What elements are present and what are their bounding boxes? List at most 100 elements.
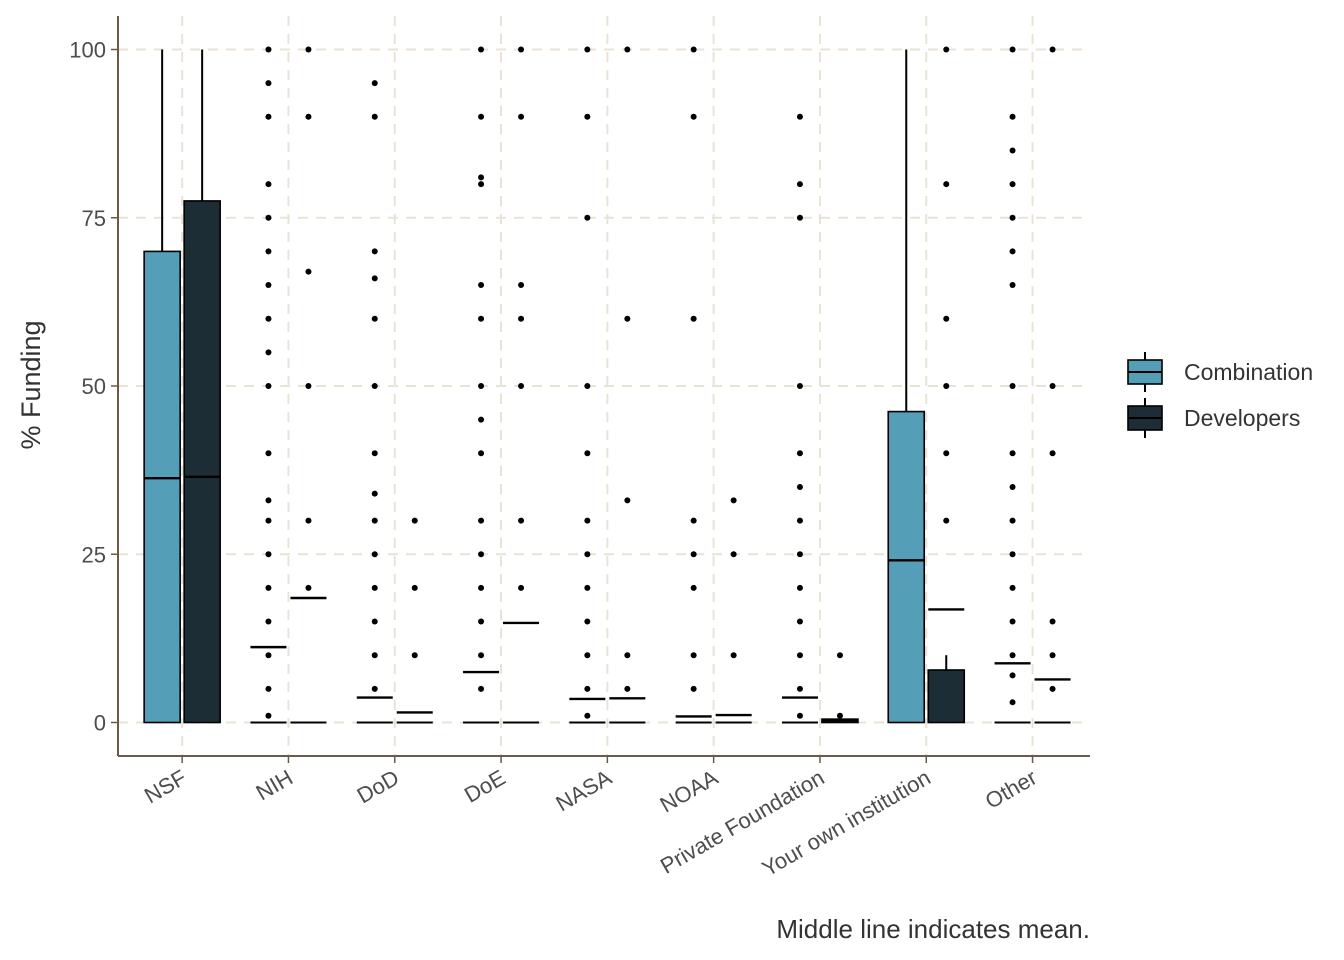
outlier-point xyxy=(796,685,803,692)
boxplot-1-8 xyxy=(1034,46,1071,724)
outlier-point xyxy=(371,517,378,524)
outlier-point xyxy=(1009,584,1016,591)
outlier-point xyxy=(265,214,272,221)
outlier-point xyxy=(1009,483,1016,490)
outlier-point xyxy=(943,517,950,524)
outlier-point xyxy=(478,46,485,53)
y-tick-label: 75 xyxy=(82,206,106,231)
x-tick-label: NOAA xyxy=(656,765,723,818)
outlier-point xyxy=(1009,147,1016,154)
outlier-point xyxy=(305,113,312,120)
outlier-point xyxy=(943,383,950,389)
outlier-point xyxy=(1009,699,1016,706)
outlier-point xyxy=(305,46,312,53)
outlier-point xyxy=(1049,618,1056,625)
outlier-point xyxy=(796,450,803,457)
legend-label: Combination xyxy=(1184,359,1313,385)
outlier-point xyxy=(943,181,950,188)
outlier-point xyxy=(265,652,272,659)
boxplot-0-3 xyxy=(463,46,500,724)
outlier-point xyxy=(1009,181,1016,188)
outlier-point xyxy=(796,652,803,659)
outlier-point xyxy=(796,618,803,625)
outlier-point xyxy=(478,551,485,558)
outlier-point xyxy=(730,551,737,558)
boxplot-1-3 xyxy=(503,46,540,724)
x-tick-label: NSF xyxy=(140,765,191,809)
outlier-point xyxy=(371,383,378,389)
outlier-point xyxy=(265,551,272,558)
outlier-point xyxy=(478,383,485,389)
x-tick-label: NASA xyxy=(551,765,616,817)
box-layer xyxy=(143,46,1071,724)
boxplot-1-6 xyxy=(821,652,859,724)
legend: Combination Developers xyxy=(1127,352,1313,438)
boxplot-1-1 xyxy=(290,46,327,724)
outlier-point xyxy=(265,450,272,457)
x-tick-label: DoD xyxy=(353,765,404,809)
outlier-point xyxy=(1009,517,1016,524)
outlier-point xyxy=(690,517,697,524)
outlier-point xyxy=(371,113,378,120)
box xyxy=(887,410,926,724)
outlier-point xyxy=(584,685,591,692)
outlier-point xyxy=(1009,113,1016,120)
outlier-point xyxy=(1009,652,1016,659)
chart-caption: Middle line indicates mean. xyxy=(776,914,1090,944)
outlier-point xyxy=(796,517,803,524)
outlier-point xyxy=(478,618,485,625)
legend-label: Developers xyxy=(1184,405,1300,431)
outlier-point xyxy=(265,618,272,625)
outlier-point xyxy=(265,383,272,389)
outlier-point xyxy=(371,275,378,282)
boxplot-0-0 xyxy=(143,49,181,724)
outlier-point xyxy=(796,181,803,188)
outlier-point xyxy=(1049,450,1056,457)
outlier-point xyxy=(478,652,485,659)
boxplot-0-7 xyxy=(887,49,926,724)
box xyxy=(927,669,966,724)
outlier-point xyxy=(943,46,950,53)
outlier-point xyxy=(411,652,418,659)
outlier-point xyxy=(796,712,803,719)
box xyxy=(143,250,181,724)
outlier-point xyxy=(624,497,631,504)
outlier-point xyxy=(411,517,418,524)
outlier-point xyxy=(624,652,631,659)
outlier-point xyxy=(584,214,591,221)
outlier-point xyxy=(265,113,272,120)
y-tick-label: 25 xyxy=(82,542,106,567)
outlier-point xyxy=(265,282,272,289)
outlier-point xyxy=(265,46,272,53)
outlier-point xyxy=(371,685,378,692)
outlier-point xyxy=(584,551,591,558)
x-tick-label: NIH xyxy=(252,765,297,806)
outlier-point xyxy=(690,584,697,591)
y-axis-title: % Funding xyxy=(16,320,46,449)
outlier-point xyxy=(796,584,803,591)
boxplot-0-2 xyxy=(356,80,393,724)
outlier-point xyxy=(371,315,378,322)
boxplot-1-2 xyxy=(396,517,433,724)
outlier-point xyxy=(1009,450,1016,457)
x-tick-label: Other xyxy=(981,765,1041,814)
outlier-point xyxy=(265,685,272,692)
outlier-point xyxy=(305,268,312,275)
outlier-point xyxy=(624,685,631,692)
boxplot-0-4 xyxy=(569,46,606,724)
outlier-point xyxy=(518,584,525,591)
outlier-point xyxy=(730,652,737,659)
outlier-point xyxy=(371,618,378,625)
outlier-point xyxy=(943,315,950,322)
outlier-point xyxy=(1049,383,1056,389)
outlier-point xyxy=(584,450,591,457)
y-tick-label: 50 xyxy=(82,374,106,399)
outlier-point xyxy=(690,315,697,322)
axis-layer xyxy=(111,16,1090,763)
legend-item-1: Developers xyxy=(1127,398,1300,438)
outlier-point xyxy=(478,282,485,289)
outlier-point xyxy=(690,46,697,53)
outlier-point xyxy=(265,584,272,591)
outlier-point xyxy=(478,450,485,457)
